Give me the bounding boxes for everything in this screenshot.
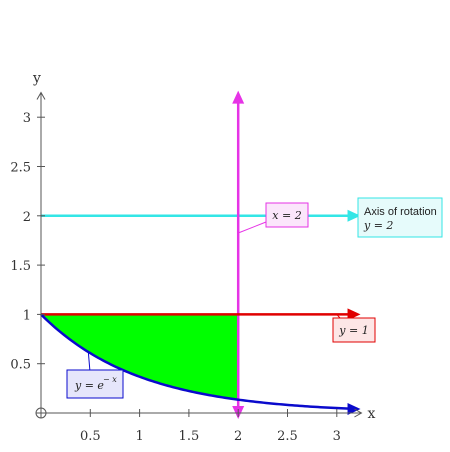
callout-x-equals-2-text: x = 2 [272, 209, 301, 222]
callout-y-equals-1 [332, 317, 376, 343]
x-tick-label: 1.5 [179, 429, 200, 444]
x-tick-label: 2.5 [277, 429, 298, 444]
x-tick-label: 1 [135, 429, 143, 444]
x-axis-arrow [354, 408, 363, 418]
callout-x-equals-2 [265, 202, 309, 228]
callout-curve-exponent: − x [103, 375, 117, 384]
y-tick-label: 2.5 [10, 161, 31, 176]
y-tick-label: 0.5 [10, 358, 31, 373]
y-tick-label: 1 [23, 308, 31, 323]
y-tick-label: 1.5 [10, 259, 31, 274]
x-tick-label: 2 [234, 429, 242, 444]
callout-axis-of-rotation [357, 197, 443, 238]
arrow-curve [347, 402, 361, 415]
callout-axis-of-rotation-eq: y = 2 [363, 219, 393, 232]
callout-axis-of-rotation-title: Axis of rotation [364, 206, 437, 218]
callout-y-equals-1-text: y = 1 [338, 324, 368, 337]
y-tick-label: 3 [23, 111, 31, 126]
leader-x-equals-2 [238, 221, 267, 234]
callout-curve [66, 369, 124, 399]
shaded-region [41, 314, 239, 400]
arrow-y-equals-1 [347, 308, 361, 321]
arrow-y-equals-2 [347, 209, 361, 222]
callout-curve-text: y = e [74, 379, 104, 392]
y-axis-label: y [32, 71, 41, 87]
curve-e-to-minus-x [40, 313, 352, 411]
x-tick-label: 0.5 [80, 429, 101, 444]
leader-y-equals-1 [336, 314, 341, 319]
x-tick-label: 3 [333, 429, 341, 444]
x-axis-label: x [367, 406, 375, 422]
leader-curve [87, 351, 91, 373]
y-tick-label: 2 [23, 210, 31, 225]
y-axis-arrow [36, 91, 46, 100]
arrow-x-equals-2-up [232, 90, 245, 104]
